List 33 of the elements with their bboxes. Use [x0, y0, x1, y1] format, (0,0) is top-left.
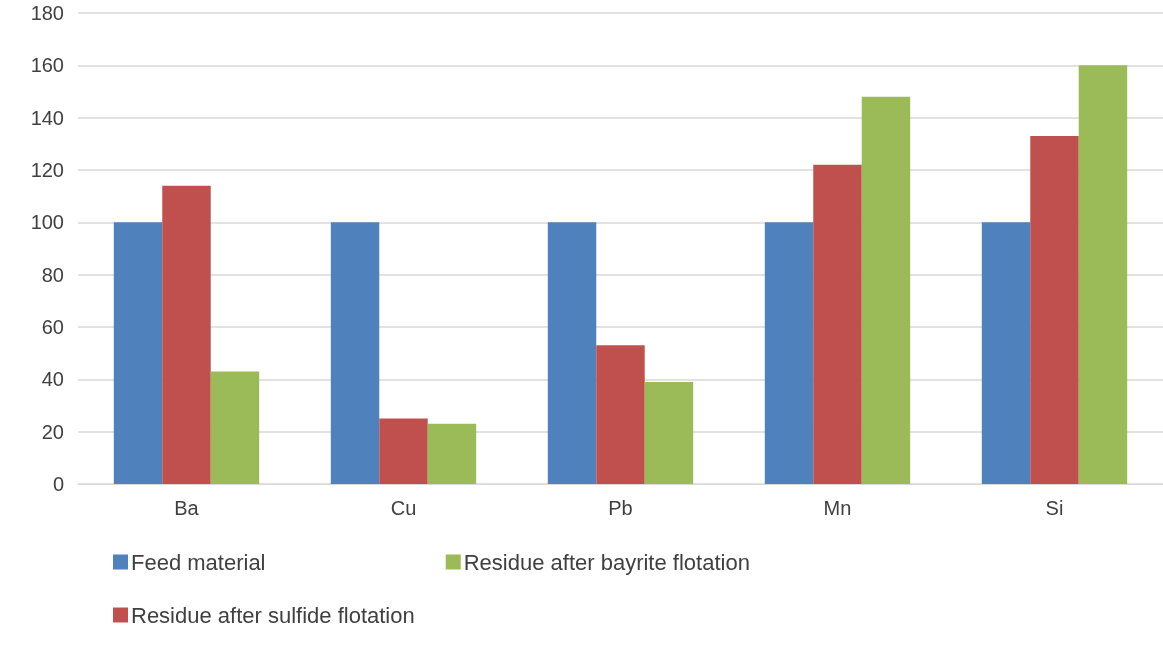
bar — [764, 222, 814, 484]
y-tick-label: 160 — [30, 54, 64, 77]
bar — [1030, 135, 1079, 484]
x-tick-label: Pb — [608, 497, 633, 519]
bar — [162, 185, 211, 484]
y-tick-label: 120 — [30, 159, 64, 181]
bar — [113, 222, 163, 484]
bar — [379, 418, 428, 484]
bar — [596, 345, 645, 484]
legend-label: Feed material — [131, 549, 266, 575]
bar — [1078, 65, 1128, 484]
y-tick-label: 100 — [30, 211, 64, 234]
y-tick-label: 140 — [30, 106, 64, 129]
y-tick-label: 0 — [52, 473, 64, 495]
x-tick-label: Si — [1045, 497, 1064, 519]
bar — [330, 222, 380, 484]
y-tick-label: 20 — [41, 420, 64, 443]
legend-label: Residue after bayrite flotation — [463, 549, 750, 575]
x-tick-label: Cu — [390, 497, 417, 519]
x-tick-label: Ba — [174, 497, 200, 519]
y-tick-label: 180 — [30, 2, 64, 24]
y-tick-label: 60 — [41, 316, 64, 338]
bar — [981, 222, 1031, 484]
bar — [813, 164, 862, 484]
x-tick-label: Mn — [823, 497, 852, 519]
bar — [427, 423, 477, 484]
y-tick-label: 40 — [41, 368, 64, 391]
bar — [210, 371, 260, 484]
bar — [547, 222, 597, 484]
bar — [861, 96, 911, 484]
bar — [644, 381, 694, 484]
legend-label: Residue after sulfide flotation — [131, 602, 415, 628]
y-tick-label: 80 — [41, 263, 64, 286]
